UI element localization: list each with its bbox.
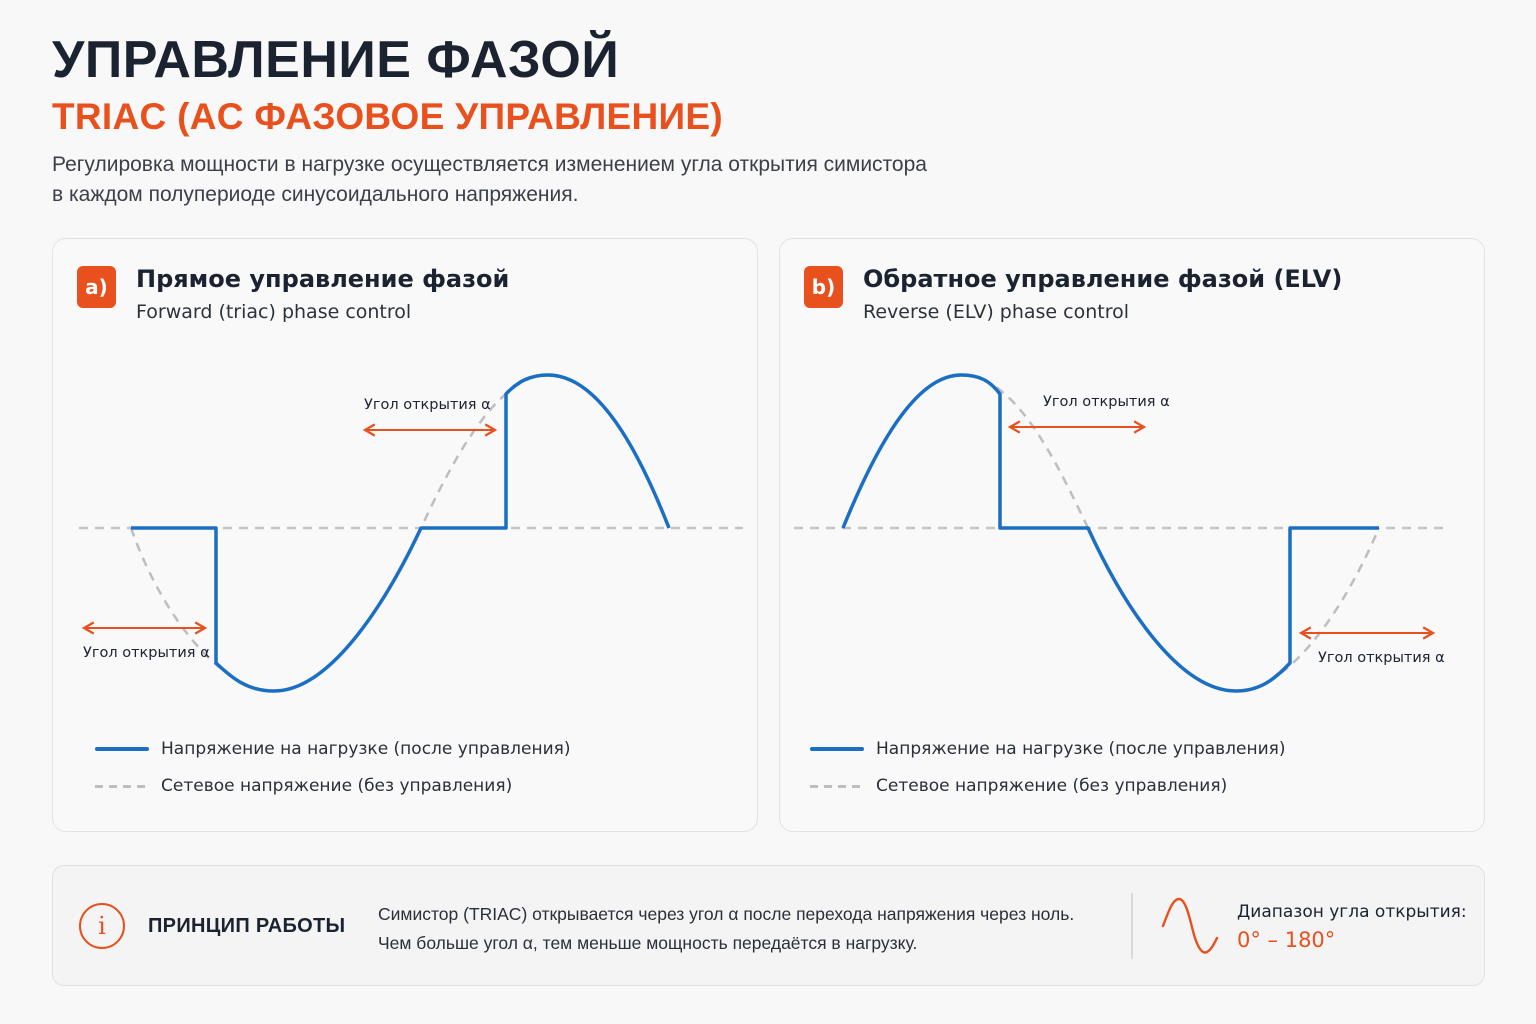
info-icon: i <box>79 903 125 949</box>
reverse-phase-chart <box>794 373 1450 693</box>
alpha-label: Угол открытия α <box>364 397 491 413</box>
info-heading: ПРИНЦИП РАБОТЫ <box>148 915 346 937</box>
page-description: Регулировка мощности в нагрузке осуществ… <box>52 150 1152 210</box>
load-voltage-curve <box>131 373 671 693</box>
page-title: УПРАВЛЕНИЕ ФАЗОЙ <box>52 31 620 89</box>
legend-item-mains-voltage: Сетевое напряжение (без управления) <box>810 776 1227 796</box>
alpha-label: Угол открытия α <box>1043 394 1170 410</box>
legend-item-mains-voltage: Сетевое напряжение (без управления) <box>95 776 512 796</box>
dashed-line-icon <box>95 784 149 788</box>
load-voltage-curve <box>841 373 1379 693</box>
panel-reverse-phase-control: b) Обратное управление фазой (ELV) Rever… <box>779 238 1485 832</box>
alpha-label: Угол открытия α <box>83 645 210 661</box>
legend-label: Напряжение на нагрузке (после управления… <box>161 739 571 759</box>
panel-subtitle: Reverse (ELV) phase control <box>863 301 1130 323</box>
panel-badge: b) <box>804 266 843 308</box>
legend-item-load-voltage: Напряжение на нагрузке (после управления… <box>810 739 1286 759</box>
page-subtitle: TRIAC (AC ФАЗОВОЕ УПРАВЛЕНИЕ) <box>52 96 723 137</box>
panel-forward-phase-control: a) Прямое управление фазой Forward (tria… <box>52 238 758 832</box>
alpha-label: Угол открытия α <box>1318 650 1445 666</box>
info-text: Симистор (TRIAC) открывается через угол … <box>378 900 1074 958</box>
mains-voltage-curve <box>841 373 1381 693</box>
info-text-line-2: Чем больше угол α, тем меньше мощность п… <box>378 933 918 953</box>
legend-label: Сетевое напряжение (без управления) <box>876 776 1228 796</box>
panel-badge: a) <box>77 266 116 308</box>
principle-info-box: i ПРИНЦИП РАБОТЫ Симистор (TRIAC) открыв… <box>52 865 1485 986</box>
sine-wave-icon <box>1161 897 1219 954</box>
description-line-2: в каждом полупериоде синусоидального нап… <box>52 183 579 206</box>
panel-subtitle: Forward (triac) phase control <box>136 301 412 323</box>
legend-label: Напряжение на нагрузке (после управления… <box>876 739 1286 759</box>
panel-title: Прямое управление фазой <box>136 265 510 293</box>
divider <box>1131 893 1133 959</box>
panel-title: Обратное управление фазой (ELV) <box>863 265 1343 293</box>
description-line-1: Регулировка мощности в нагрузке осуществ… <box>52 153 927 176</box>
solid-line-icon <box>810 747 864 751</box>
legend-label: Сетевое напряжение (без управления) <box>161 776 513 796</box>
forward-phase-chart <box>79 373 743 693</box>
mains-voltage-curve <box>129 373 671 693</box>
legend-item-load-voltage: Напряжение на нагрузке (после управления… <box>95 739 571 759</box>
info-text-line-1: Симистор (TRIAC) открывается через угол … <box>378 904 1075 924</box>
solid-line-icon <box>95 747 149 751</box>
range-value: 0° – 180° <box>1237 928 1336 952</box>
dashed-line-icon <box>810 784 864 788</box>
range-label: Диапазон угла открытия: <box>1237 902 1467 922</box>
